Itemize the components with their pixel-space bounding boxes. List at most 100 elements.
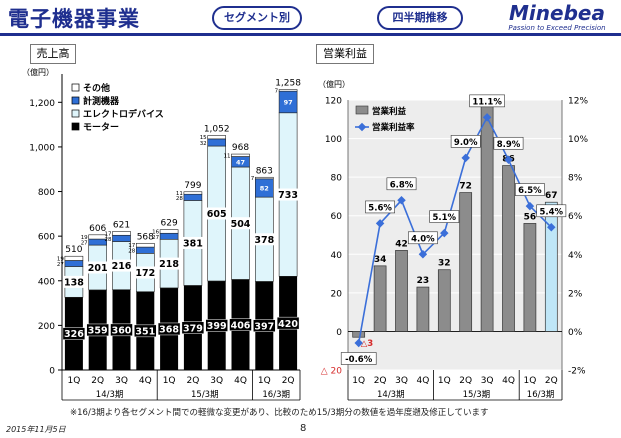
margin-point-label: 5.1%: [433, 213, 457, 223]
profit-bar: [523, 223, 537, 332]
margin-point: [461, 153, 470, 163]
period-tag: 四半期推移: [377, 6, 463, 30]
sales-value-label: 326: [64, 329, 84, 340]
sales-legend-swatch: [71, 83, 80, 92]
sales-total-label: 1,258: [275, 78, 301, 88]
profit-legend-line-marker: [357, 122, 367, 132]
margin-point: [418, 250, 428, 259]
margin-point: [354, 338, 363, 348]
margin-point: [375, 219, 385, 228]
sales-legend-swatch: [71, 122, 80, 131]
sales-value-box: [134, 266, 157, 279]
sales-bar-segment: [64, 260, 84, 267]
sales-value-label: 351: [135, 326, 155, 337]
margin-point-label: 6.5%: [518, 186, 542, 196]
profit-bar: [373, 265, 387, 332]
profit-bar-label: 42: [395, 239, 408, 249]
sales-bar-segment: [136, 242, 155, 248]
sales-value-box: [86, 323, 109, 337]
sales-value-box: [157, 322, 181, 336]
sales-total-label: 799: [184, 181, 201, 191]
profit-bar-label: 56: [524, 212, 537, 222]
operating-profit-chart: △ 20 0 20 40 60 80 100 120 -2% 0% 2% 4% 6% 8% 10% 12% （億…: [318, 79, 588, 401]
sales-value-label: 27: [81, 241, 88, 247]
sales-value-label: 420: [278, 319, 298, 330]
sales-value-label: 360: [112, 325, 132, 336]
sales-chart: （億円）02004006008001,0001,2003261382719510…: [22, 67, 301, 401]
sales-bar-segment: [112, 231, 131, 236]
sales-x-tick-label: 1Q: [258, 376, 271, 386]
profit-y-tick-label: 100: [325, 135, 342, 145]
profit-bar: [437, 269, 451, 332]
sales-value-label: 15: [200, 135, 207, 141]
sales-x-tick-label: 2Q: [91, 376, 104, 386]
profit-y-tick-label: 120: [325, 97, 342, 107]
sales-value-label: 378: [254, 235, 274, 246]
margin-point: [440, 228, 449, 238]
sales-bar-segment: [136, 246, 155, 254]
sales-legend-label: エレクトロデバイス: [83, 108, 164, 120]
profit-y2-tick-label: -2%: [568, 367, 586, 377]
margin-label-box: [407, 231, 438, 245]
margin-label-box: [429, 210, 460, 223]
profit-bar-label: 32: [438, 259, 451, 269]
sales-value-box: [276, 316, 300, 330]
margin-label-box: [340, 352, 377, 365]
margin-point: [482, 113, 492, 122]
sales-value-box: [110, 323, 133, 337]
sales-value-box: [62, 275, 85, 288]
margin-label-box: [514, 183, 545, 196]
sales-total-label: 606: [89, 224, 106, 234]
profit-bar-label: 67: [545, 191, 558, 201]
margin-point-label: 4.0%: [411, 234, 435, 244]
margin-point-label: 9.0%: [454, 138, 478, 148]
sales-bar-segment: [255, 176, 274, 180]
brand-tagline: Passion to Exceed Precision: [508, 24, 606, 32]
sales-x-tick-label: 2Q: [186, 376, 199, 386]
margin-label-box: [469, 94, 505, 108]
sales-legend-swatch: [71, 96, 80, 105]
sales-value-label: 19: [81, 235, 88, 241]
sales-value-label: 605: [207, 209, 227, 220]
sales-value-label: 17: [128, 243, 135, 249]
profit-bar: [459, 192, 473, 332]
profit-y2-tick-label: 6%: [568, 212, 583, 222]
sales-value-box: [134, 324, 157, 338]
sales-value-label: 27: [57, 262, 64, 268]
margin-label-box: [493, 136, 524, 150]
sales-x-tick-label: 1Q: [67, 376, 80, 386]
page-number: 8: [300, 423, 307, 434]
segment-tag: セグメント別: [212, 6, 302, 30]
sales-bar-segment: [88, 234, 107, 240]
profit-x-tick-label: 3Q: [481, 376, 494, 386]
sales-bar-segment: [207, 138, 226, 147]
sales-value-label: 406: [231, 320, 251, 331]
profit-y-tick-label: 40: [331, 251, 343, 261]
margin-point-label: 5.4%: [540, 207, 564, 217]
profit-x-tick-label: 2Q: [374, 376, 387, 386]
sales-bar-segment: [159, 232, 179, 240]
sales-bar-segment: [64, 255, 84, 261]
margin-label-box: [450, 135, 481, 148]
profit-x-tick-label: 1Q: [523, 376, 536, 386]
profit-y2-tick-label: 8%: [568, 174, 583, 184]
profit-panel-title: 営業利益: [316, 44, 374, 64]
footnote: ※16/3期より各セグメント間での軽微な変更があり、比較のため15/3期分の数値…: [70, 408, 489, 418]
profit-bar-label: △3: [361, 339, 374, 349]
sales-value-label: 201: [88, 263, 108, 274]
sales-value-label: 172: [135, 268, 155, 279]
profit-bar-label: 72: [459, 182, 472, 192]
sales-unit-label: （億円）: [22, 67, 54, 77]
sales-y-tick-label: 600: [38, 233, 55, 243]
sales-value-box: [229, 318, 252, 331]
sales-value-label: 359: [88, 326, 108, 337]
margin-label-box: [386, 177, 417, 191]
sales-y-tick-label: 1,000: [29, 143, 55, 153]
sales-value-box: [158, 257, 181, 270]
sales-value-label: 7: [251, 176, 255, 182]
sales-value-label: 17: [105, 231, 112, 237]
profit-y2-tick-label: 2%: [568, 289, 583, 299]
profit-y2-tick-label: 4%: [568, 251, 583, 261]
